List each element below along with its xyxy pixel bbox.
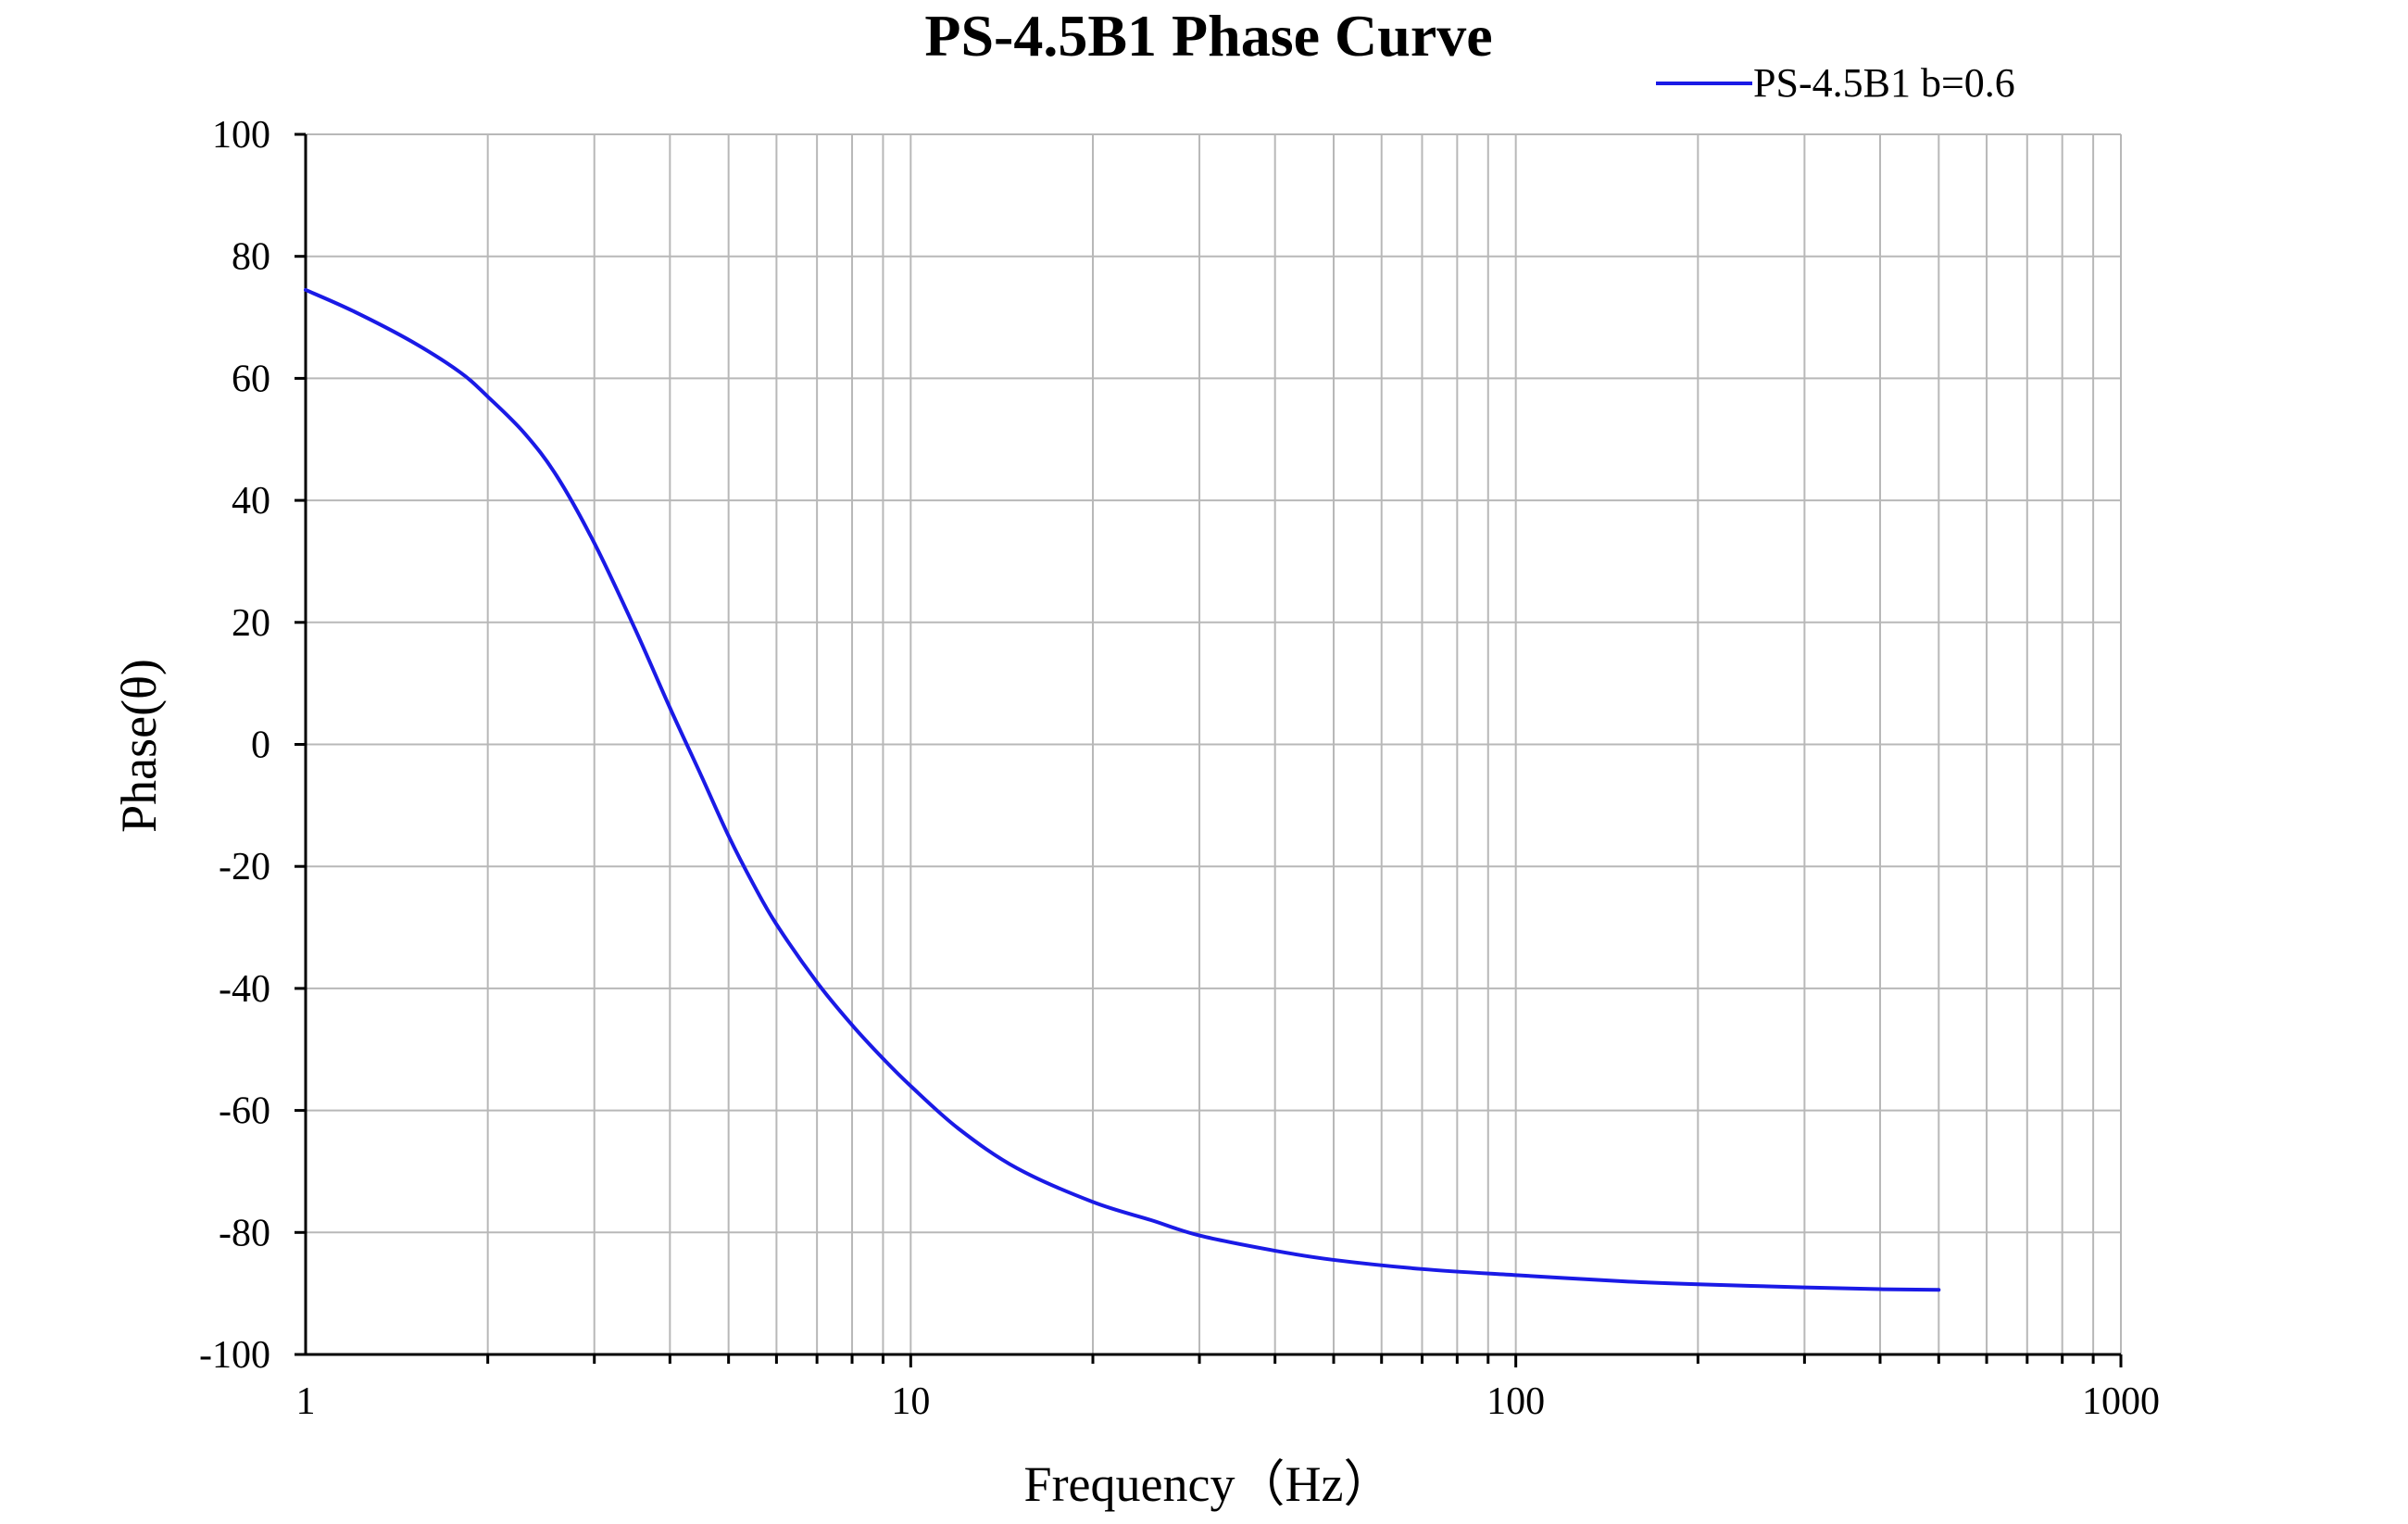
x-tick-label: 10 — [891, 1380, 930, 1423]
y-tick-label: -40 — [219, 968, 270, 1011]
x-tick-label: 1000 — [2082, 1380, 2160, 1423]
series-line — [304, 287, 1941, 1292]
x-tick-label: 100 — [1486, 1380, 1545, 1423]
legend-label: PS-4.5B1 b=0.6 — [1753, 60, 2015, 106]
chart-title: PS-4.5B1 Phase Curve — [924, 3, 1492, 69]
y-tick-label: 80 — [232, 236, 270, 279]
y-axis-label: Phase(θ) — [111, 659, 167, 833]
y-tick-label: 40 — [232, 480, 270, 523]
grid-lines — [306, 133, 2122, 1354]
axis-ticks — [295, 132, 2123, 1367]
x-axis-label: Frequency（Hz） — [1024, 1456, 1394, 1512]
y-tick-label: -100 — [199, 1334, 270, 1377]
y-tick-label: -20 — [219, 846, 270, 888]
x-tick-label: 1 — [296, 1380, 316, 1423]
series-layer — [304, 287, 1941, 1292]
y-tick-label: -80 — [219, 1212, 270, 1254]
y-tick-label: 0 — [251, 724, 270, 767]
y-tick-label: 100 — [212, 114, 270, 157]
y-tick-label: 20 — [232, 602, 270, 645]
y-tick-label: 60 — [232, 358, 270, 400]
y-tick-label: -60 — [219, 1090, 270, 1133]
y-tick-labels: 100 80 60 40 20 0 -20 -40 -60 -80 -100 — [199, 114, 270, 1377]
legend: PS-4.5B1 b=0.6 — [1656, 60, 2015, 106]
x-tick-labels: 1 10 100 1000 — [296, 1380, 2161, 1423]
